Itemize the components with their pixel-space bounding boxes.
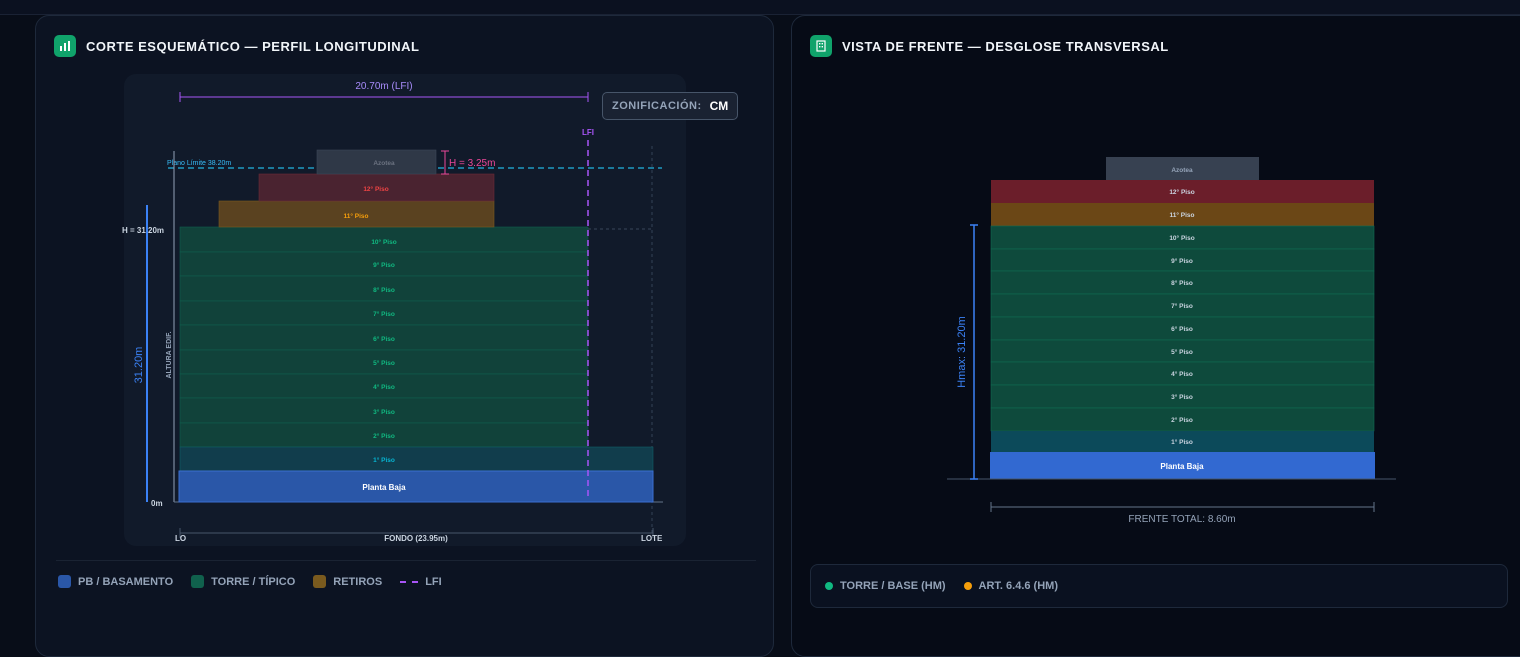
floor-2 <box>179 422 589 448</box>
section-profile-panel: CORTE ESQUEMÁTICO — PERFIL LONGITUDINAL … <box>35 15 774 657</box>
front-floor-12 <box>991 180 1374 203</box>
front-floor-9-label: 9° Piso <box>1171 257 1193 265</box>
front-floor-2-label: 2° Piso <box>1171 416 1193 424</box>
front-floor-8-label: 8° Piso <box>1171 279 1193 287</box>
floor-11 <box>218 200 495 228</box>
legend-label: TORRE / TÍPICO <box>211 575 296 588</box>
front-floor-4-label: 4° Piso <box>1171 370 1193 378</box>
front-floor-6-label: 6° Piso <box>1171 325 1193 333</box>
front-floors <box>990 157 1375 479</box>
floor-2-label: 2° Piso <box>373 432 395 440</box>
legend-swatch <box>58 575 71 588</box>
h-label: H = 31.20m <box>122 226 164 235</box>
lote-label: LOTE <box>641 534 663 543</box>
front-view-header: VISTA DE FRENTE — DESGLOSE TRANSVERSAL <box>810 35 1169 57</box>
tower-floors <box>178 149 654 503</box>
section-legend: PB / BASAMENTO TORRE / TÍPICO RETIROS LF… <box>58 575 442 588</box>
zoning-label: ZONIFICACIÓN: <box>612 100 702 112</box>
front-view-panel: VISTA DE FRENTE — DESGLOSE TRANSVERSAL A… <box>791 15 1520 657</box>
legend-label: LFI <box>425 575 442 588</box>
legend-label: RETIROS <box>333 575 383 588</box>
zoning-value: CM <box>709 99 729 113</box>
legend-item-lfi: LFI <box>400 576 442 588</box>
floor-3-label: 3° Piso <box>373 408 395 416</box>
azotea <box>316 149 437 175</box>
legend-item-pb: PB / BASAMENTO <box>58 575 173 588</box>
zero-label: 0m <box>151 499 163 508</box>
front-floor-11 <box>991 203 1374 226</box>
front-floor-5-label: 5° Piso <box>1171 348 1193 356</box>
bar-chart-icon <box>54 35 76 57</box>
panel-title: CORTE ESQUEMÁTICO — PERFIL LONGITUDINAL <box>86 38 420 54</box>
front-floor-1-label: 1° Piso <box>1171 438 1193 446</box>
floor-11-label: 11° Piso <box>343 212 368 220</box>
front-planta-baja-label: Planta Baja <box>1160 462 1204 471</box>
zoning-badge: ZONIFICACIÓN: CM <box>602 92 739 120</box>
section-diagram: 20.70m (LFI) Plano Límite 38.20m H = 31.… <box>122 74 686 546</box>
legend-dash <box>400 580 419 583</box>
floor-9 <box>179 251 589 277</box>
floor-12-label: 12° Piso <box>363 185 388 193</box>
floor-3 <box>179 397 589 424</box>
plano-limite-label: Plano Límite 38.20m <box>167 160 231 167</box>
building-icon <box>810 35 832 57</box>
legend-item-art: ART. 6.4.6 (HM) <box>963 580 1058 592</box>
floor-5 <box>179 349 589 375</box>
floor-1 <box>179 446 654 472</box>
floor-8-label: 8° Piso <box>373 286 395 294</box>
panel-title: VISTA DE FRENTE — DESGLOSE TRANSVERSAL <box>842 38 1169 54</box>
planta-baja-label: Planta Baja <box>362 483 406 492</box>
hmax-label: Hmax: 31.20m <box>956 316 968 388</box>
azotea-label: Azotea <box>373 160 395 167</box>
floor-5-label: 5° Piso <box>373 359 395 367</box>
front-legend: TORRE / BASE (HM) ART. 6.4.6 (HM) <box>810 564 1508 608</box>
legend-item-retiros: RETIROS <box>313 575 382 588</box>
floor-7-label: 7° Piso <box>373 310 395 318</box>
lfi-label: LFI <box>582 128 594 137</box>
front-floor-11-label: 11° Piso <box>1169 211 1194 219</box>
frente-label: FRENTE TOTAL: 8.60m <box>1128 514 1235 525</box>
front-view-diagram: Azotea 12° Piso 11° Piso 10° Piso 9° Pis… <box>947 157 1396 525</box>
legend-item-torre: TORRE / TÍPICO <box>191 575 295 588</box>
floor-1-label: 1° Piso <box>373 456 395 464</box>
lfi-dimension-label: 20.70m (LFI) <box>355 81 412 92</box>
legend-label: ART. 6.4.6 (HM) <box>978 580 1058 592</box>
section-profile-header: CORTE ESQUEMÁTICO — PERFIL LONGITUDINAL <box>54 35 419 57</box>
front-floor-1 <box>991 431 1374 452</box>
floor-4-label: 4° Piso <box>373 383 395 391</box>
front-floor-7-label: 7° Piso <box>1171 302 1193 310</box>
floor-10-label: 10° Piso <box>371 238 396 246</box>
legend-label: TORRE / BASE (HM) <box>840 580 946 592</box>
legend-swatch <box>313 575 327 588</box>
legend-dot <box>825 582 833 590</box>
legend-item-torre-base: TORRE / BASE (HM) <box>825 580 946 592</box>
legend-divider <box>56 560 756 561</box>
front-azotea-label: Azotea <box>1171 167 1193 174</box>
planta-baja <box>178 470 654 503</box>
lo-label: LO <box>175 534 186 543</box>
floor-7 <box>179 300 589 326</box>
front-azotea <box>1106 157 1259 181</box>
front-floor-10-label: 10° Piso <box>1169 234 1194 242</box>
floor-6-label: 6° Piso <box>373 335 395 343</box>
floor-10 <box>179 226 589 253</box>
front-floor-3-label: 3° Piso <box>1171 393 1193 401</box>
top-bar <box>0 0 1520 15</box>
legend-swatch <box>191 575 205 588</box>
floor-9-label: 9° Piso <box>373 261 395 269</box>
fondo-label: FONDO (23.95m) <box>384 534 448 543</box>
front-planta-baja <box>990 452 1375 479</box>
height-dimension-label: 31.20m <box>133 347 145 384</box>
legend-label: PB / BASAMENTO <box>78 575 174 588</box>
legend-dot <box>963 582 972 590</box>
roof-height-label: H = 3.25m <box>449 158 495 169</box>
front-floor-12-label: 12° Piso <box>1169 188 1194 196</box>
floor-12 <box>258 173 495 202</box>
altura-label: ALTURA EDIF. <box>166 331 173 378</box>
